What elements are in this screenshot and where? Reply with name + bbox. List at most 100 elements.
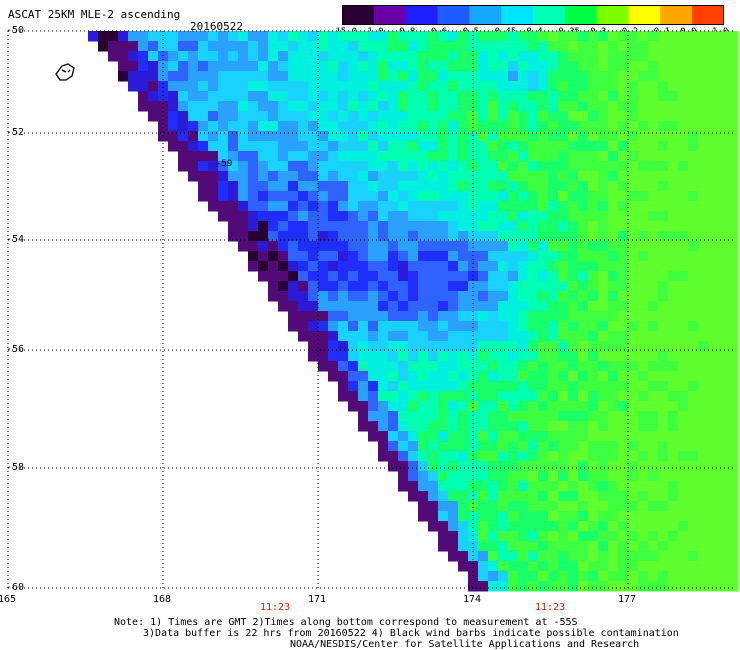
- swath-cell: [568, 261, 579, 272]
- swath-cell: [528, 41, 539, 52]
- swath-cell: [348, 181, 359, 192]
- swath-cell: [198, 171, 209, 182]
- swath-cell: [298, 51, 309, 62]
- swath-cell: [328, 211, 339, 222]
- swath-cell: [698, 451, 709, 462]
- swath-cell: [568, 101, 579, 112]
- swath-cell: [478, 241, 489, 252]
- swath-cell: [718, 581, 729, 592]
- swath-cell: [178, 121, 189, 132]
- swath-cell: [688, 191, 699, 202]
- swath-cell: [348, 171, 359, 182]
- swath-cell: [518, 581, 529, 592]
- swath-cell: [408, 331, 419, 342]
- swath-cell: [438, 291, 449, 302]
- swath-cell: [458, 231, 469, 242]
- swath-cell: [548, 311, 559, 322]
- swath-cell: [568, 121, 579, 132]
- swath-cell: [308, 241, 319, 252]
- swath-cell: [698, 351, 709, 362]
- swath-cell: [568, 131, 579, 142]
- swath-cell: [528, 191, 539, 202]
- swath-cell: [178, 111, 189, 122]
- swath-cell: [168, 131, 179, 142]
- swath-cell: [678, 571, 689, 582]
- swath-cell: [318, 171, 329, 182]
- swath-cell: [628, 461, 639, 472]
- swath-cell: [408, 101, 419, 112]
- swath-cell: [308, 171, 319, 182]
- swath-cell: [508, 511, 519, 522]
- swath-cell: [578, 531, 589, 542]
- swath-cell: [398, 221, 409, 232]
- swath-cell: [598, 331, 609, 342]
- swath-cell: [128, 41, 139, 52]
- swath-cell: [118, 61, 129, 72]
- swath-cell: [288, 311, 299, 322]
- swath-cell: [228, 41, 239, 52]
- swath-cell: [548, 471, 559, 482]
- title-text: ASCAT 25KM MLE-2 ascending: [8, 8, 181, 21]
- swath-cell: [498, 331, 509, 342]
- swath-cell: [268, 161, 279, 172]
- swath-cell: [268, 111, 279, 122]
- swath-cell: [578, 91, 589, 102]
- swath-cell: [438, 351, 449, 362]
- swath-cell: [538, 201, 549, 212]
- swath-cell: [408, 181, 419, 192]
- swath-cell: [268, 261, 279, 272]
- swath-cell: [578, 451, 589, 462]
- swath-cell: [458, 411, 469, 422]
- swath-cell: [508, 161, 519, 172]
- swath-cell: [278, 41, 289, 52]
- swath-cell: [448, 371, 459, 382]
- swath-cell: [708, 51, 719, 62]
- swath-cell: [168, 41, 179, 52]
- swath-cell: [508, 181, 519, 192]
- swath-cell: [288, 61, 299, 72]
- swath-cell: [218, 31, 229, 42]
- swath-cell: [508, 311, 519, 322]
- swath-cell: [168, 141, 179, 152]
- swath-cell: [198, 151, 209, 162]
- swath-cell: [338, 241, 349, 252]
- swath-cell: [438, 171, 449, 182]
- swath-cell: [238, 71, 249, 82]
- swath-cell: [418, 101, 429, 112]
- swath-cell: [258, 241, 269, 252]
- swath-cell: [688, 581, 699, 592]
- swath-cell: [728, 241, 739, 252]
- swath-cell: [288, 71, 299, 82]
- swath-cell: [538, 131, 549, 142]
- swath-cell: [548, 291, 559, 302]
- swath-cell: [478, 141, 489, 152]
- swath-cell: [578, 501, 589, 512]
- swath-cell: [598, 121, 609, 132]
- swath-cell: [328, 331, 339, 342]
- swath-cell: [638, 201, 649, 212]
- swath-cell: [578, 221, 589, 232]
- swath-cell: [628, 211, 639, 222]
- swath-cell: [678, 191, 689, 202]
- swath-cell: [528, 531, 539, 542]
- swath-cell: [708, 311, 719, 322]
- swath-cell: [518, 201, 529, 212]
- swath-cell: [428, 321, 439, 332]
- swath-cell: [308, 111, 319, 122]
- swath-cell: [588, 571, 599, 582]
- swath-cell: [578, 51, 589, 62]
- swath-cell: [628, 451, 639, 462]
- swath-cell: [318, 361, 329, 372]
- swath-cell: [278, 281, 289, 292]
- swath-cell: [518, 391, 529, 402]
- swath-cell: [718, 371, 729, 382]
- swath-cell: [288, 231, 299, 242]
- swath-cell: [648, 431, 659, 442]
- swath-cell: [448, 481, 459, 492]
- swath-cell: [588, 51, 599, 62]
- swath-cell: [188, 51, 199, 62]
- swath-cell: [398, 151, 409, 162]
- swath-cell: [418, 471, 429, 482]
- swath-cell: [308, 61, 319, 72]
- swath-cell: [388, 41, 399, 52]
